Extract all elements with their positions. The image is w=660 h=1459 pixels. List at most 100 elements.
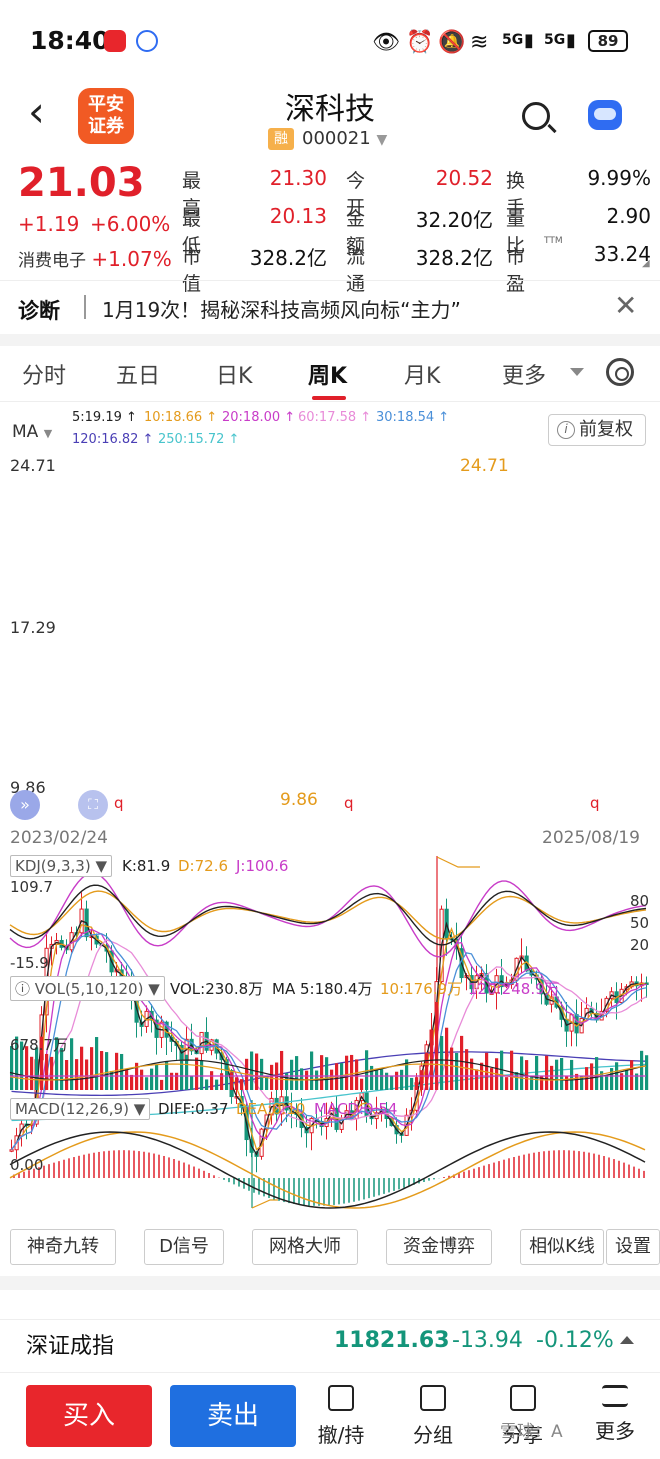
macd-line [9, 1131, 646, 1209]
volume-bar [620, 1073, 624, 1090]
sell-button[interactable]: 卖出 [170, 1385, 296, 1447]
volume-bar [470, 1058, 474, 1090]
volume-bar [365, 1050, 369, 1090]
kdj-d-line [9, 890, 647, 940]
volume-bar [90, 1047, 94, 1090]
gear-icon[interactable] [606, 358, 634, 386]
nav-group[interactable]: 分组 [398, 1385, 468, 1448]
tool-d-signal[interactable]: D信号 [144, 1229, 224, 1265]
close-icon[interactable]: ✕ [614, 289, 638, 322]
nav-more[interactable]: 更多 [580, 1385, 650, 1444]
tool-grid-master[interactable]: 网格大师 [252, 1229, 358, 1265]
chevron-up-icon[interactable] [620, 1336, 634, 1344]
price-change-pct: +6.00% [90, 212, 171, 236]
diagnosis-divider [84, 295, 86, 319]
quote-label: 最高 [182, 170, 202, 219]
margin-badge: 融 [268, 128, 294, 150]
fullscreen-icon[interactable]: ⛶ [78, 790, 108, 820]
search-icon[interactable] [522, 102, 550, 130]
y-axis-high: 24.71 [10, 456, 56, 475]
volume-bar [505, 1077, 509, 1090]
quote-label: 金额 [346, 208, 366, 257]
volume-bar [565, 1075, 569, 1090]
volume-bar [185, 1054, 189, 1090]
tool-similar-k[interactable]: 相似K线 [520, 1229, 604, 1265]
volume-bar [290, 1059, 294, 1090]
volume-bar [610, 1068, 614, 1090]
trough-pointer [251, 1199, 278, 1209]
volume-bar [375, 1068, 379, 1090]
tool-fund-game[interactable]: 资金博弈 [386, 1229, 492, 1265]
kdj-d-value: D:72.6 [178, 857, 229, 875]
volume-bar [380, 1069, 384, 1090]
volume-bar [150, 1068, 154, 1090]
diagnosis-label: 诊断 [18, 299, 60, 323]
volume-bar [155, 1064, 159, 1090]
diagnosis-bar[interactable]: 诊断 1月19次！揭秘深科技高频风向标“主力” ✕ [0, 280, 660, 334]
quote-value: 21.30 [269, 166, 327, 190]
status-bar: 18:40 👁 ⏰ 🔕 ≋ 5G ▮ 5G ▮ 89 [0, 0, 660, 80]
volume-bar [465, 1049, 469, 1090]
chart-tabs: 分时 五日 日K 周K 月K 更多 [0, 346, 660, 402]
volume-bar [190, 1075, 194, 1090]
tab-monthly-k[interactable]: 月K [404, 364, 441, 389]
nav-cancel-hold[interactable]: 撤/持 [306, 1385, 376, 1448]
back-icon[interactable]: ‹ [28, 87, 45, 136]
nav-label: 更多 [595, 1419, 635, 1443]
assistant-robot-icon[interactable] [588, 100, 622, 130]
stock-code[interactable]: 000021 ▼ [302, 128, 387, 149]
alarm-icon: ⏰ [406, 30, 434, 55]
adjustment-button[interactable]: 前复权 [548, 414, 646, 446]
tab-daily-k[interactable]: 日K [216, 364, 253, 389]
tab-intraday[interactable]: 分时 [22, 364, 67, 389]
stock-header: ‹ 平安 证券 深科技 融 000021 ▼ [0, 80, 660, 160]
sector-pct: +1.07% [91, 247, 172, 271]
q-marker[interactable]: q [114, 794, 124, 812]
volume-bar [485, 1052, 489, 1090]
battery-indicator: 89 [588, 30, 628, 52]
ma-selector[interactable]: MA ▼ [12, 422, 52, 442]
tool-nine-turns[interactable]: 神奇九转 [10, 1229, 116, 1265]
x-axis-start-date: 2023/02/24 [10, 828, 108, 848]
volume-bar [600, 1071, 604, 1090]
x-axis-end-date: 2025/08/19 [542, 828, 640, 848]
volume-bar [545, 1055, 549, 1090]
q-marker[interactable]: q [344, 794, 354, 812]
chevron-down-icon[interactable] [570, 368, 584, 376]
kdj-selector[interactable]: KDJ(9,3,3) ▼ [10, 855, 112, 877]
tab-weekly-k[interactable]: 周K [308, 364, 348, 389]
buy-button[interactable]: 买入 [26, 1385, 152, 1447]
volume-ma-line [9, 1063, 647, 1081]
volume-bar [440, 1036, 444, 1090]
quote-value: 9.99% [587, 166, 651, 190]
volume-bar [25, 1046, 29, 1090]
index-ticker[interactable]: 深证成指 11821.63 -13.94 -0.12% [0, 1320, 660, 1368]
broker-logo[interactable]: 平安 证券 [78, 88, 134, 144]
quote-expand-icon[interactable]: ◢ [642, 258, 650, 269]
kline-chart[interactable] [0, 400, 660, 1220]
tab-five-day[interactable]: 五日 [116, 364, 161, 389]
vol-ma5: MA 5:180.4万 [272, 980, 373, 998]
quote-label: 换手 [506, 170, 526, 219]
vol-selector[interactable]: ⓘ VOL(5,10,120) ▼ [10, 976, 165, 1001]
ma-line [10, 933, 647, 1151]
tool-settings[interactable]: 设置 [606, 1229, 660, 1265]
macd-line [9, 1131, 646, 1209]
expand-sidebar-icon[interactable]: » [10, 790, 40, 820]
ma-line [10, 920, 647, 1156]
sector-link[interactable]: 消费电子 +1.07% [18, 246, 172, 271]
quote-label: 量比 [506, 208, 526, 257]
volume-bar [145, 1077, 149, 1090]
volume-bar [580, 1076, 584, 1090]
volume-bar [285, 1073, 289, 1090]
volume-bar [70, 1038, 74, 1090]
quote-value: 33.24 [593, 242, 651, 266]
volume-bar [625, 1069, 629, 1090]
signal-bars-icon-2: ▮ [566, 30, 576, 51]
macd-selector[interactable]: MACD(12,26,9) ▼ [10, 1098, 151, 1120]
q-marker[interactable]: q [590, 794, 600, 812]
vol-ma10: 10:176.9万 [380, 980, 463, 998]
tab-more[interactable]: 更多 [502, 364, 547, 389]
volume-bar [575, 1073, 579, 1090]
nav-share[interactable]: 分享 [488, 1385, 558, 1448]
